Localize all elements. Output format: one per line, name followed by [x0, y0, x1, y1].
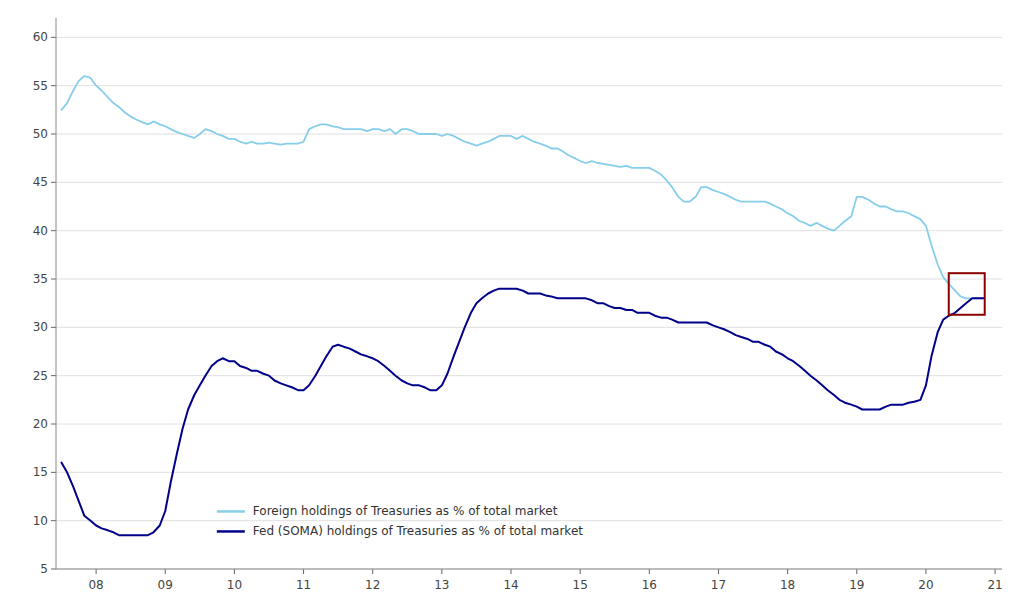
y-tick	[51, 134, 56, 135]
x-tick	[580, 569, 581, 574]
y-tick-label: 45	[33, 175, 48, 189]
grid-line	[56, 375, 1002, 376]
x-tick	[925, 569, 926, 574]
y-tick-label: 35	[33, 272, 48, 286]
y-tick-label: 10	[33, 514, 48, 528]
x-tick-label: 20	[918, 578, 933, 592]
y-tick	[51, 327, 56, 328]
axes: 5 10 15 20 25 30 35 40 45 50 55 60 08 09 10 11 12 13 14 15 1…	[33, 18, 1003, 592]
x-tick	[303, 569, 304, 574]
x-tick-label: 19	[849, 578, 864, 592]
x-tick-label: 21	[987, 578, 1002, 592]
x-tick-label: 13	[434, 578, 449, 592]
x-tick	[165, 569, 166, 574]
grid-line	[56, 85, 1002, 86]
y-axis	[56, 18, 57, 569]
series-line	[62, 289, 984, 535]
y-tick	[51, 424, 56, 425]
grid-line	[56, 182, 1002, 183]
grid	[56, 37, 1002, 569]
x-tick	[372, 569, 373, 574]
x-tick	[787, 569, 788, 574]
x-tick-label: 17	[711, 578, 726, 592]
legend-label: Foreign holdings of Treasuries as % of t…	[253, 504, 558, 518]
x-tick	[511, 569, 512, 574]
x-tick	[649, 569, 650, 574]
x-tick-label: 14	[503, 578, 518, 592]
x-axis	[56, 569, 1002, 570]
y-tick	[51, 279, 56, 280]
x-tick-label: 16	[642, 578, 657, 592]
grid-line	[56, 569, 1002, 570]
x-tick-label: 18	[780, 578, 795, 592]
highlight-box	[949, 273, 985, 315]
grid-line	[56, 472, 1002, 473]
grid-line	[56, 327, 1002, 328]
y-tick	[51, 182, 56, 183]
grid-line	[56, 279, 1002, 280]
y-tick	[51, 85, 56, 86]
x-tick	[96, 569, 97, 574]
y-tick-label: 20	[33, 417, 48, 431]
y-tick-label: 40	[33, 224, 48, 238]
x-tick	[234, 569, 235, 574]
x-tick	[718, 569, 719, 574]
y-tick	[51, 37, 56, 38]
y-tick	[51, 520, 56, 521]
plot-area	[62, 76, 985, 535]
grid-line	[56, 424, 1002, 425]
y-tick-label: 5	[40, 562, 48, 576]
x-tick-label: 12	[365, 578, 380, 592]
x-tick	[856, 569, 857, 574]
grid-line	[56, 230, 1002, 231]
y-tick-label: 55	[33, 79, 48, 93]
y-tick-label: 15	[33, 465, 48, 479]
y-tick-label: 30	[33, 320, 48, 334]
chart: 5 10 15 20 25 30 35 40 45 50 55 60 08 09 10 11 12 13 14 15 1…	[0, 0, 1024, 609]
legend-swatch	[217, 510, 245, 513]
x-tick-label: 15	[573, 578, 588, 592]
x-tick-label: 11	[296, 578, 311, 592]
x-tick-label: 10	[227, 578, 242, 592]
x-tick	[995, 569, 996, 574]
y-tick	[51, 569, 56, 570]
x-tick	[441, 569, 442, 574]
x-tick-label: 08	[88, 578, 103, 592]
grid-line	[56, 520, 1002, 521]
y-tick	[51, 230, 56, 231]
legend-label: Fed (SOMA) holdings of Treasuries as % o…	[253, 524, 583, 538]
legend: Foreign holdings of Treasuries as % of t…	[217, 504, 583, 538]
series-line	[62, 76, 984, 298]
legend-swatch	[217, 530, 245, 533]
y-tick-label: 50	[33, 127, 48, 141]
x-tick-label: 09	[158, 578, 173, 592]
y-tick	[51, 472, 56, 473]
y-tick-label: 60	[33, 30, 48, 44]
y-tick	[51, 375, 56, 376]
y-tick-label: 25	[33, 369, 48, 383]
grid-line	[56, 37, 1002, 38]
